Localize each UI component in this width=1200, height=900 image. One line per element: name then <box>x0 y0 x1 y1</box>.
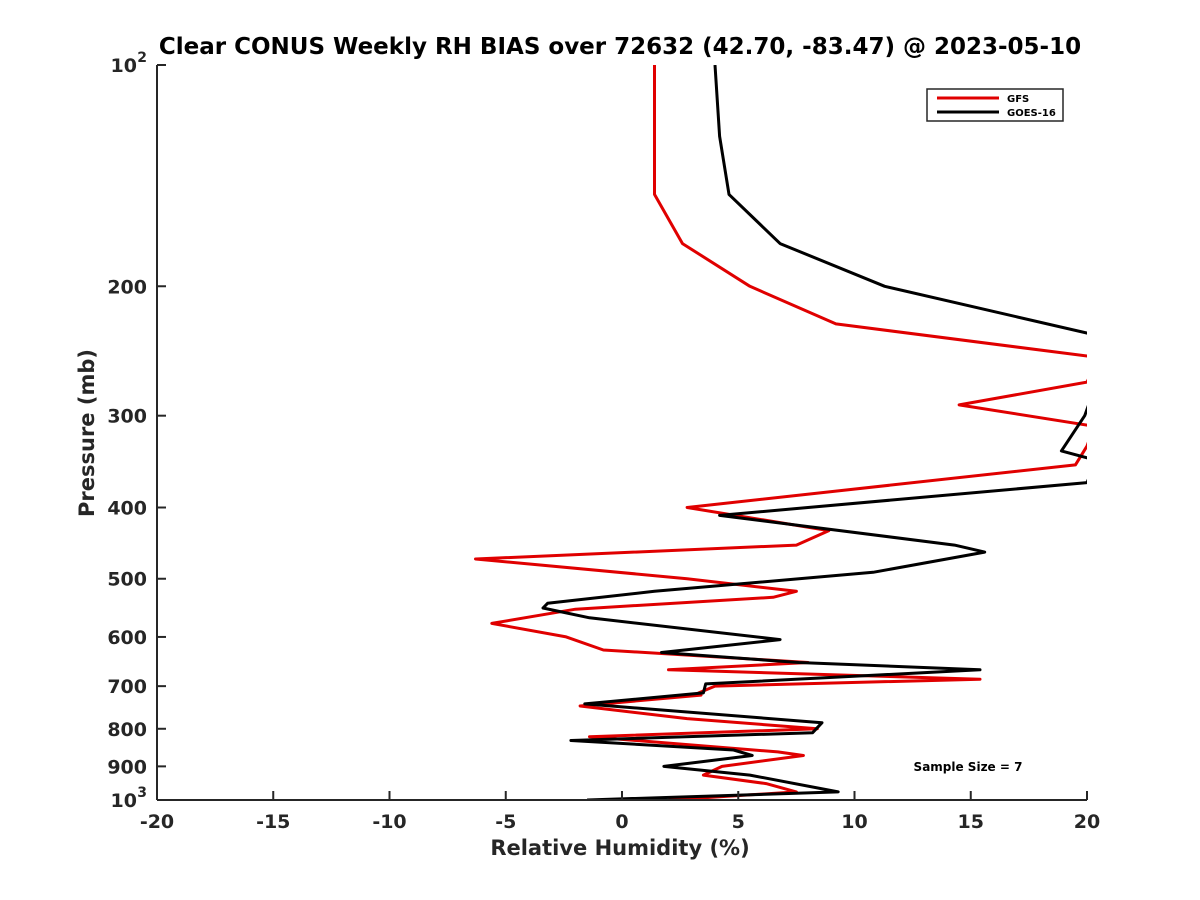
x-tick-label: 15 <box>958 811 984 833</box>
chart-title: Clear CONUS Weekly RH BIAS over 72632 (4… <box>159 34 1081 60</box>
legend-label: GFS <box>1007 94 1029 105</box>
x-tick-label: -15 <box>256 811 290 833</box>
x-tick-label: 20 <box>1074 811 1100 833</box>
y-tick-exponent: 2 <box>137 50 147 66</box>
x-axis-label: Relative Humidity (%) <box>490 836 749 860</box>
y-tick-label: 400 <box>107 498 147 520</box>
y-tick-exponent: 3 <box>137 785 147 801</box>
plot-area <box>474 65 1087 800</box>
legend-box <box>926 88 1064 122</box>
series-line-goes-16 <box>541 65 1087 800</box>
y-axis-label: Pressure (mb) <box>75 349 99 517</box>
y-tick-label: 10 <box>111 790 137 812</box>
y-tick-label: 800 <box>107 719 147 741</box>
sample-size-annotation: Sample Size = 7 <box>914 760 1023 774</box>
x-tick-label: 0 <box>615 811 628 833</box>
y-tick-label: 600 <box>107 627 147 649</box>
y-tick-label: 700 <box>107 676 147 698</box>
y-tick-label: 500 <box>107 569 147 591</box>
x-tick-label: 5 <box>732 811 745 833</box>
y-tick-label: 300 <box>107 406 147 428</box>
x-tick-label: -20 <box>140 811 174 833</box>
y-tick-label: 200 <box>107 276 147 298</box>
legend: GFS GOES-16 <box>926 88 1064 122</box>
y-tick-label: 10 <box>111 55 137 77</box>
x-tick-label: 10 <box>841 811 867 833</box>
legend-label: GOES-16 <box>1007 108 1056 119</box>
y-tick-label: 900 <box>107 756 147 778</box>
x-tick-label: -5 <box>495 811 516 833</box>
series-line-gfs <box>474 65 1087 800</box>
x-tick-label: -10 <box>372 811 406 833</box>
